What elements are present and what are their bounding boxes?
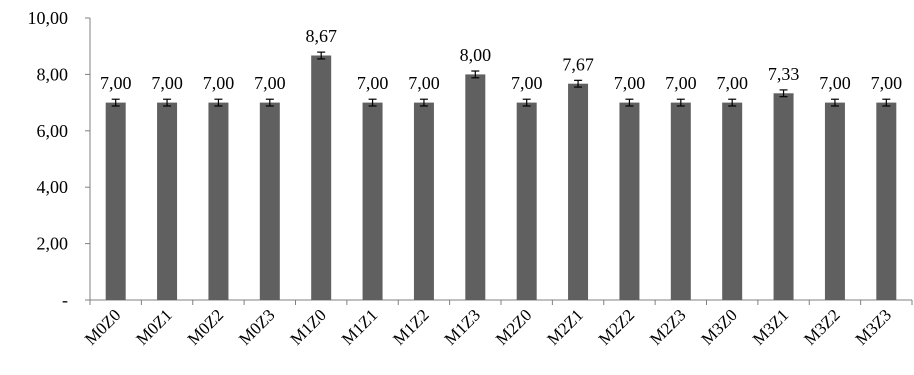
data-label-M3Z0: 7,00 — [716, 73, 748, 93]
y-tick-label: 2,00 — [37, 234, 69, 254]
y-tick-label: - — [62, 290, 68, 310]
x-tick-label-M2Z2: M2Z2 — [595, 305, 638, 348]
bar-M0Z0 — [105, 102, 126, 300]
bar-M3Z3 — [876, 102, 897, 300]
x-tick-label-M2Z3: M2Z3 — [646, 305, 689, 348]
y-tick-label: 6,00 — [37, 121, 69, 141]
data-label-M0Z0: 7,00 — [100, 73, 132, 93]
bar-M3Z1 — [773, 93, 794, 300]
x-tick-label-M0Z0: M0Z0 — [81, 305, 124, 348]
x-tick-label-M3Z3: M3Z3 — [852, 305, 895, 348]
data-label-M1Z0: 8,67 — [305, 26, 337, 46]
x-tick-label-M1Z0: M1Z0 — [287, 305, 330, 348]
data-label-M3Z2: 7,00 — [819, 73, 851, 93]
bar-M1Z2 — [413, 102, 434, 300]
x-tick-label-M1Z3: M1Z3 — [441, 305, 484, 348]
data-label-M3Z3: 7,00 — [871, 73, 903, 93]
bar-M0Z2 — [208, 102, 229, 300]
y-tick-label: 4,00 — [37, 177, 69, 197]
y-tick-label: 8,00 — [37, 64, 69, 84]
data-label-M3Z1: 7,33 — [768, 64, 800, 84]
x-tick-label-M2Z0: M2Z0 — [492, 305, 535, 348]
bar-M0Z3 — [259, 102, 280, 300]
data-label-M2Z3: 7,00 — [665, 73, 697, 93]
x-tick-label-M3Z2: M3Z2 — [800, 305, 843, 348]
x-tick-label-M2Z1: M2Z1 — [543, 305, 586, 348]
data-label-M0Z2: 7,00 — [203, 73, 235, 93]
bar-M2Z0 — [516, 102, 537, 300]
data-label-M2Z1: 7,67 — [562, 54, 594, 74]
bar-M2Z3 — [670, 102, 691, 300]
data-label-M1Z1: 7,00 — [357, 73, 389, 93]
data-label-M1Z2: 7,00 — [408, 73, 440, 93]
x-tick-label-M1Z2: M1Z2 — [389, 305, 432, 348]
bar-M1Z3 — [465, 74, 486, 301]
y-tick-label: 10,00 — [28, 8, 69, 28]
x-tick-label-M0Z3: M0Z3 — [235, 305, 278, 348]
x-tick-label-M0Z2: M0Z2 — [184, 305, 227, 348]
data-label-M0Z1: 7,00 — [151, 73, 183, 93]
bar-M0Z1 — [157, 102, 178, 300]
x-tick-label-M3Z1: M3Z1 — [749, 305, 792, 348]
x-tick-label-M0Z1: M0Z1 — [132, 305, 175, 348]
bar-M1Z1 — [362, 102, 383, 300]
x-tick-label-M3Z0: M3Z0 — [698, 305, 741, 348]
data-label-M2Z0: 7,00 — [511, 73, 543, 93]
data-label-M2Z2: 7,00 — [614, 73, 646, 93]
data-label-M1Z3: 8,00 — [460, 45, 492, 65]
bar-M3Z2 — [824, 102, 845, 300]
data-label-M0Z3: 7,00 — [254, 73, 286, 93]
bar-M2Z1 — [568, 83, 589, 301]
x-tick-label-M1Z1: M1Z1 — [338, 305, 381, 348]
bar-M3Z0 — [722, 102, 743, 300]
bar-M1Z0 — [311, 55, 332, 301]
bar-M2Z2 — [619, 102, 640, 300]
